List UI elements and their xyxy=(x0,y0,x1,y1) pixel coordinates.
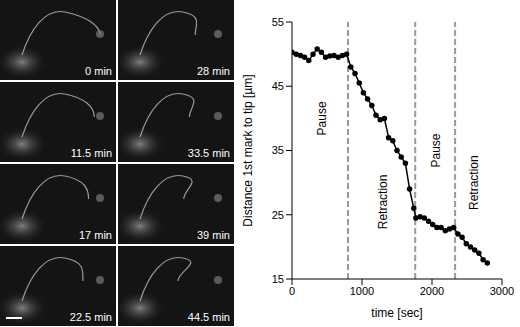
svg-text:0: 0 xyxy=(289,285,295,297)
svg-text:35: 35 xyxy=(272,144,284,156)
html-text:22.5 min: 22.5 min xyxy=(69,311,112,323)
html-text:17 min: 17 min xyxy=(79,229,112,241)
html-text:11.5 min: 11.5 min xyxy=(70,147,112,159)
html-text:44.5 min: 44.5 min xyxy=(187,311,230,323)
html-text:39 min: 39 min xyxy=(197,229,230,241)
svg-text:2000: 2000 xyxy=(420,285,444,297)
svg-text:Distance 1st mark to tip [µm]: Distance 1st mark to tip [µm] xyxy=(241,74,255,226)
svg-text:45: 45 xyxy=(272,80,284,92)
svg-text:1000: 1000 xyxy=(350,285,374,297)
html-text:33.5 min: 33.5 min xyxy=(187,147,230,159)
svg-text:55: 55 xyxy=(272,16,284,28)
html-text:0 min: 0 min xyxy=(85,65,112,77)
svg-text:Retraction: Retraction xyxy=(376,175,390,230)
svg-text:3000: 3000 xyxy=(490,285,514,297)
svg-text:Retraction: Retraction xyxy=(467,155,481,210)
svg-text:15: 15 xyxy=(272,273,284,285)
html-text:28 min: 28 min xyxy=(197,65,230,77)
svg-text:Pause: Pause xyxy=(315,101,329,135)
svg-text:25: 25 xyxy=(272,209,284,221)
svg-text:time [sec]: time [sec] xyxy=(371,306,422,320)
svg-text:Pause: Pause xyxy=(429,133,443,167)
